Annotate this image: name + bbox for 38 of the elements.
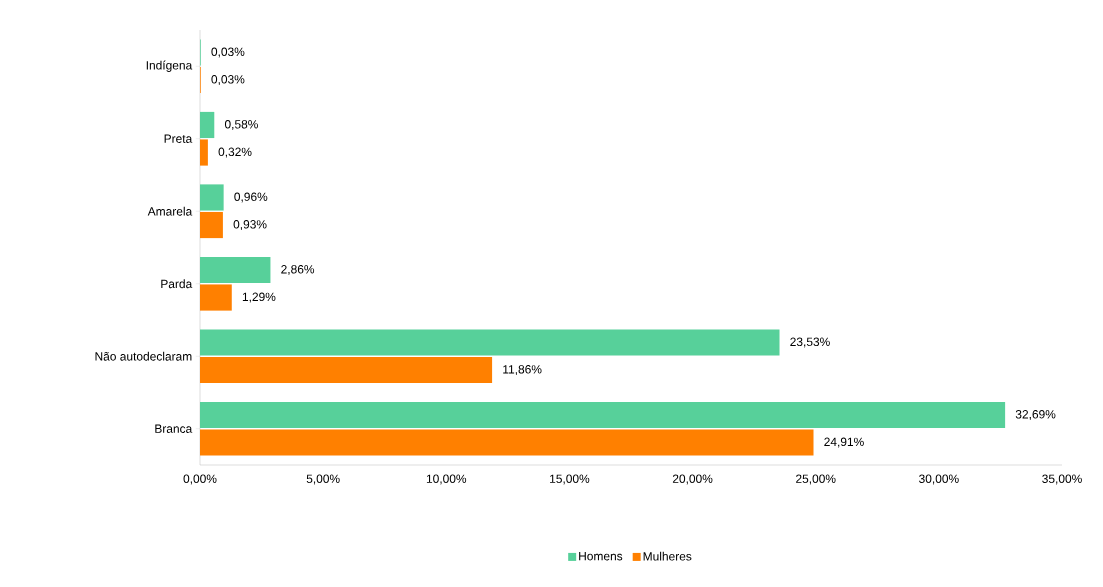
- data-label: 1,29%: [242, 292, 276, 303]
- x-tick-label: 10,00%: [426, 474, 467, 485]
- bar: [200, 329, 780, 356]
- bar: [200, 401, 1006, 429]
- legend-label: Homens: [579, 552, 623, 561]
- y-tick-label: Indígena: [146, 60, 193, 72]
- y-tick-label: Preta: [164, 134, 193, 143]
- data-label: 0,03%: [211, 47, 245, 58]
- x-tick-label: 25,00%: [796, 474, 836, 485]
- x-tick-label: 35,00%: [1042, 474, 1082, 485]
- data-label: 0,32%: [218, 147, 252, 158]
- x-tick-label: 20,00%: [672, 474, 713, 485]
- data-label: 23,53%: [790, 337, 830, 348]
- bar: [200, 284, 232, 311]
- y-tick-label: Branca: [155, 424, 193, 433]
- data-label: 2,86%: [281, 265, 315, 275]
- x-tick-label: 30,00%: [919, 474, 959, 485]
- y-tick-label: Parda: [161, 279, 193, 289]
- data-label: 24,91%: [824, 437, 864, 448]
- data-label: 0,58%: [224, 120, 258, 130]
- x-tick-label: 15,00%: [550, 474, 590, 485]
- bar: [200, 429, 814, 456]
- data-label: 0,93%: [233, 220, 267, 230]
- bar: [200, 184, 224, 211]
- bar: [200, 211, 223, 239]
- bar: [200, 356, 493, 384]
- data-label: 0,96%: [234, 192, 268, 203]
- data-label: 11,86%: [503, 365, 542, 375]
- bar: [200, 256, 271, 284]
- x-tick-label: 5,00%: [306, 474, 340, 485]
- bar: [200, 111, 215, 139]
- y-tick-label: Não autodeclaram: [95, 351, 192, 361]
- data-label: 0,03%: [211, 75, 245, 85]
- x-tick-label: 0,00%: [183, 474, 217, 485]
- bar: [200, 139, 208, 166]
- legend-label: Mulheres: [643, 551, 692, 561]
- data-label: 32,69%: [1015, 410, 1056, 420]
- y-tick-label: Amarela: [147, 206, 193, 216]
